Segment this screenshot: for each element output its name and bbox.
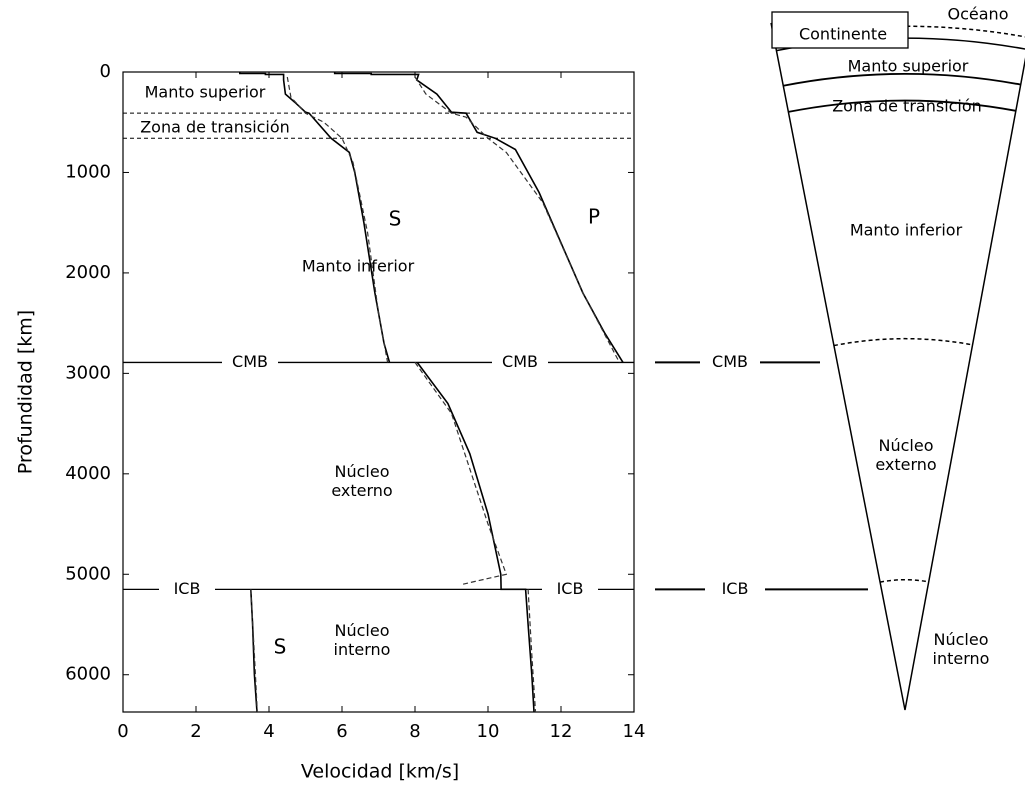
x-tick-label: 2 — [190, 721, 201, 742]
x-tick-label: 10 — [477, 721, 500, 742]
velocity-curve — [239, 72, 391, 713]
series-label: P — [588, 205, 600, 229]
region-label: Manto inferior — [301, 256, 415, 276]
y-tick-label: 4000 — [65, 463, 111, 484]
y-tick-label: 2000 — [65, 262, 111, 283]
y-tick-label: 6000 — [65, 664, 111, 685]
x-tick-label: 4 — [263, 721, 274, 742]
boundary-label: ICB — [174, 579, 201, 598]
y-axis-label: Profundidad [km] — [15, 310, 37, 474]
wedge-edge — [770, 22, 1025, 711]
velocity-curve — [333, 72, 624, 713]
wedge-boundary — [879, 578, 929, 583]
series-label: S — [274, 635, 287, 659]
y-tick-label: 1000 — [65, 161, 111, 182]
y-tick-label: 5000 — [65, 563, 111, 584]
wedge-label: Núcleo externo — [875, 436, 937, 474]
wedge-label: Océano — [947, 4, 1009, 24]
series-label: S — [389, 207, 402, 231]
label-bg — [705, 579, 765, 600]
wedge-label: Manto inferior — [849, 220, 963, 240]
boundary-label: CMB — [232, 352, 268, 371]
wedge-label: Continente — [798, 24, 888, 44]
continent-box — [771, 11, 909, 49]
x-tick-label: 8 — [409, 721, 420, 742]
region-label: Núcleo interno — [333, 621, 391, 659]
boundary-label: CMB — [502, 352, 538, 371]
label-bg — [542, 579, 598, 600]
region-label: Manto superior — [144, 82, 266, 102]
label-bg — [222, 352, 278, 373]
plot-frame — [122, 71, 635, 713]
y-tick-label: 0 — [100, 61, 111, 82]
label-bg — [159, 579, 215, 600]
wedge-discontinuity — [788, 99, 1017, 113]
label-bg — [492, 352, 548, 373]
x-tick-label: 0 — [117, 721, 128, 742]
wedge-label: Núcleo interno — [932, 630, 990, 668]
region-label: Núcleo externo — [331, 462, 393, 500]
x-axis-label: Velocidad [km/s] — [301, 761, 459, 783]
label-bg — [700, 352, 760, 373]
x-tick-label: 14 — [623, 721, 646, 742]
wedge-discontinuity — [783, 73, 1021, 87]
region-label: Zona de transición — [140, 117, 290, 137]
velocity-curve — [414, 76, 620, 713]
velocity-curve — [250, 76, 389, 713]
y-tick-label: 3000 — [65, 362, 111, 383]
wedge-label: Manto superior — [847, 56, 969, 76]
x-tick-label: 12 — [550, 721, 573, 742]
wedge-boundary — [833, 337, 973, 347]
wedge-label: Zona de transición — [832, 96, 982, 116]
boundary-label: ICB — [557, 579, 584, 598]
x-tick-label: 6 — [336, 721, 347, 742]
boundary-label: CMB — [712, 352, 748, 371]
boundary-label: ICB — [722, 579, 749, 598]
